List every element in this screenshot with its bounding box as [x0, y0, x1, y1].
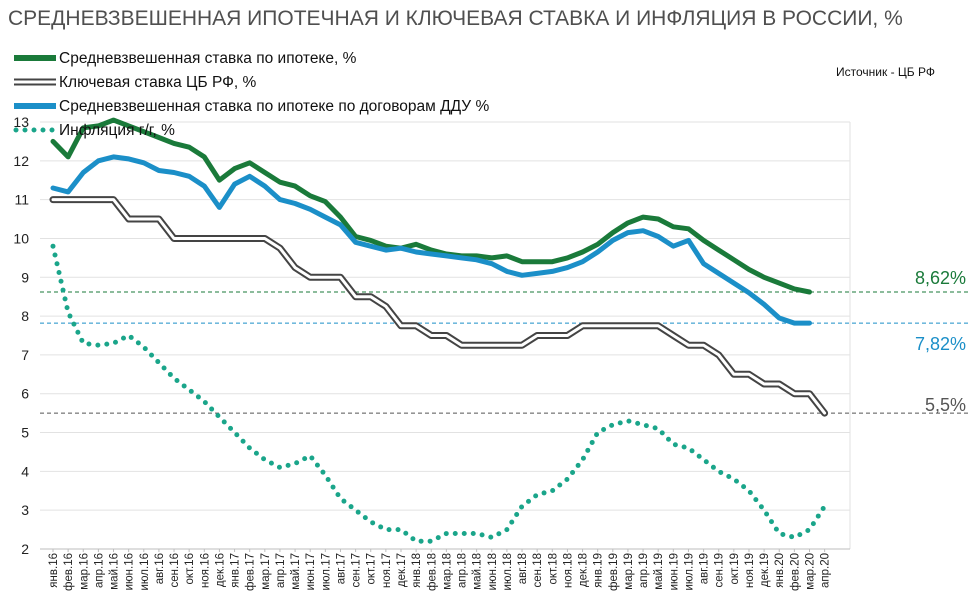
- x-tick-label: янв.20: [774, 553, 786, 588]
- x-tick-label: дек.17: [396, 553, 408, 587]
- x-tick-label: мар.20: [805, 553, 817, 590]
- x-tick-label: июн.19: [668, 553, 680, 590]
- x-tick-label: апр.17: [275, 553, 287, 588]
- series-0-line: [50, 117, 812, 295]
- x-tick-label: дек.18: [578, 553, 590, 587]
- x-tick-label: июл.16: [139, 553, 151, 591]
- legend-label: Инфляция г/г, %: [59, 122, 175, 139]
- legend-item: Средневзвешенная ставка по ипотеке по до…: [14, 98, 489, 115]
- y-tick-label: 11: [14, 192, 29, 208]
- x-tick-label: янв.17: [230, 553, 242, 588]
- reference-label: 5,5%: [925, 395, 966, 415]
- y-tick-label: 13: [13, 114, 29, 130]
- x-tick-label: янв.16: [48, 553, 60, 588]
- x-tick-label: авг.16: [154, 553, 166, 584]
- x-tick-label: ноя.18: [562, 553, 574, 588]
- y-tick-label: 6: [21, 386, 29, 402]
- x-tick-label: авг.18: [517, 553, 529, 584]
- y-tick-label: 10: [13, 230, 29, 246]
- grid: [40, 121, 851, 549]
- x-tick-label: мар.17: [260, 553, 272, 590]
- x-tick-label: июн.18: [487, 553, 499, 590]
- x-tick-label: ноя.16: [199, 553, 211, 588]
- x-axis: янв.16 фев.16 мар.16 апр.16 май.16 июн.16 июл.…: [40, 548, 850, 591]
- y-tick-label: 5: [21, 425, 29, 441]
- x-tick-label: окт.19: [729, 553, 741, 585]
- x-tick-label: мар.16: [78, 553, 90, 590]
- x-tick-label: май.18: [472, 553, 484, 590]
- x-tick-label: июл.19: [683, 553, 695, 591]
- y-axis: 2 3 4 5 6 7 8 9 10 11 12 13: [13, 114, 29, 557]
- x-tick-label: апр.20: [820, 553, 832, 588]
- x-tick-label: сен.18: [532, 553, 544, 587]
- legend-item: Ключевая ставка ЦБ РФ, %: [14, 74, 257, 91]
- x-tick-label: окт.18: [547, 553, 559, 585]
- x-tick-label: окт.16: [184, 553, 196, 585]
- x-tick-label: сен.16: [169, 553, 181, 587]
- series-3-line: [50, 243, 828, 544]
- series-2-line: [50, 154, 812, 326]
- x-tick-label: июл.17: [320, 553, 332, 591]
- y-tick-label: 9: [21, 269, 29, 285]
- x-tick-label: апр.18: [457, 553, 469, 588]
- legend-label: Средневзвешенная ставка по ипотеке, %: [59, 50, 357, 67]
- legend-label: Средневзвешенная ставка по ипотеке по до…: [59, 98, 489, 115]
- legend: Средневзвешенная ставка по ипотеке, % Клю…: [13, 50, 489, 139]
- x-tick-label: июн.16: [124, 553, 136, 590]
- x-tick-label: сен.17: [351, 553, 363, 587]
- y-tick-label: 12: [13, 153, 29, 169]
- y-tick-label: 4: [21, 463, 29, 479]
- reference-label: 8,62%: [915, 268, 966, 288]
- x-tick-label: сен.19: [714, 553, 726, 587]
- x-tick-label: фев.18: [426, 553, 438, 591]
- x-tick-label: июл.18: [502, 553, 514, 591]
- x-tick-label: апр.19: [638, 553, 650, 588]
- x-tick-label: апр.16: [93, 553, 105, 588]
- plot-area: [49, 117, 829, 544]
- legend-label: Ключевая ставка ЦБ РФ, %: [59, 74, 257, 91]
- chart-title: СРЕДНЕВЗВЕШЕННАЯ ИПОТЕЧНАЯ И КЛЮЧЕВАЯ СТ…: [8, 7, 903, 30]
- x-tick-label: авг.19: [699, 553, 711, 584]
- x-tick-label: дек.16: [214, 553, 226, 587]
- y-tick-label: 7: [21, 347, 29, 363]
- x-tick-label: янв.18: [411, 553, 423, 588]
- legend-item: Средневзвешенная ставка по ипотеке, %: [14, 50, 357, 67]
- x-tick-label: ноя.19: [744, 553, 756, 588]
- y-tick-label: 3: [21, 502, 29, 518]
- x-tick-label: фев.16: [63, 553, 75, 591]
- x-tick-label: фев.19: [608, 553, 620, 591]
- x-tick-label: фев.17: [245, 553, 257, 591]
- x-tick-label: янв.19: [593, 553, 605, 588]
- reference-label: 7,82%: [915, 334, 966, 354]
- x-tick-label: май.17: [290, 553, 302, 590]
- x-tick-label: окт.17: [366, 553, 378, 585]
- reference-lines: 8,62% 7,82% 5,5%: [40, 268, 968, 415]
- x-tick-label: дек.19: [759, 553, 771, 587]
- x-tick-label: май.19: [653, 553, 665, 590]
- y-tick-label: 8: [21, 308, 29, 324]
- x-tick-label: мар.19: [623, 553, 635, 590]
- series-1-line-inner: [51, 198, 827, 415]
- x-tick-label: май.16: [109, 553, 121, 590]
- source-note: Источник - ЦБ РФ: [836, 65, 935, 79]
- y-tick-label: 2: [21, 541, 29, 557]
- x-tick-label: авг.17: [335, 553, 347, 584]
- x-tick-label: июн.17: [305, 553, 317, 590]
- legend-item: Инфляция г/г, %: [13, 122, 175, 139]
- x-tick-label: мар.18: [441, 553, 453, 590]
- x-tick-label: ноя.17: [381, 553, 393, 588]
- x-tick-label: фев.20: [789, 553, 801, 591]
